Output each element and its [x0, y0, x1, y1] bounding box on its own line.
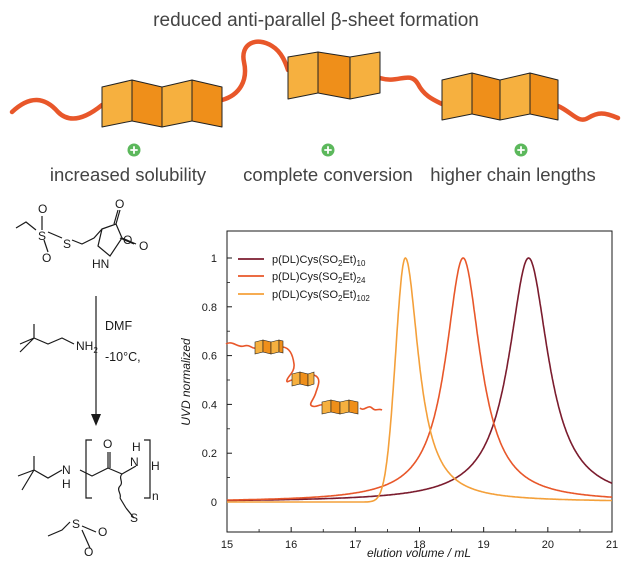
beta-sheet-left — [101, 79, 223, 128]
inset-strand-illustration — [225, 339, 383, 415]
initiator-label: NH2 — [76, 339, 98, 355]
y-tick-label: 0.6 — [202, 351, 217, 363]
x-tick-label: 21 — [606, 539, 618, 551]
product-structure — [17, 439, 151, 549]
polymer-strand — [9, 39, 621, 122]
reaction-arrow — [91, 296, 101, 426]
x-tick-label: 20 — [542, 539, 554, 551]
initiator-structure — [19, 324, 75, 353]
atom-label: N — [62, 463, 71, 477]
series-line — [227, 257, 612, 503]
feature-label-conversion: complete conversion — [243, 164, 413, 185]
sec-chromatogram: 15 16 17 18 19 20 21 0 0.2 0.4 0.6 0.8 1 elution vo… — [179, 230, 618, 560]
legend-entry: p(DL)Cys(SO2Et)24 — [272, 271, 366, 285]
beta-sheet-right — [441, 72, 559, 121]
atom-label: O — [103, 437, 112, 451]
atom-label: S — [63, 237, 71, 251]
atom-label: O — [123, 233, 132, 247]
atom-label: O — [139, 239, 148, 253]
atom-label: O — [42, 251, 51, 265]
monomer-labels: O S O S O O O HN — [38, 197, 148, 271]
temperature-label: -10°C, — [105, 350, 141, 364]
atom-label: H — [151, 459, 160, 473]
repeat-unit-label: n — [152, 489, 159, 503]
amine-subscript: 2 — [93, 346, 98, 355]
feature-label-chain-length: higher chain lengths — [430, 164, 596, 185]
y-tick-label: 0.8 — [202, 302, 217, 314]
product-labels: N H O H N H n S S O O — [62, 437, 160, 559]
plus-circle-icon — [321, 143, 335, 157]
monomer-structure — [15, 209, 137, 257]
atom-label: H — [62, 477, 71, 491]
beta-sheet-middle — [287, 51, 381, 100]
feature-label-solubility: increased solubility — [50, 164, 207, 185]
legend-entry: p(DL)Cys(SO2Et)102 — [272, 289, 370, 303]
atom-label: S — [38, 229, 46, 243]
y-tick-label: 0.2 — [202, 448, 217, 460]
atom-label: H — [132, 440, 141, 454]
atom-label: O — [38, 202, 47, 216]
diagram-title: reduced anti-parallel β-sheet formation — [153, 10, 479, 31]
atom-label: HN — [92, 257, 109, 271]
series-line — [226, 257, 613, 502]
y-tick-label: 1 — [211, 253, 217, 265]
atom-label: S — [130, 511, 138, 525]
series-curves — [226, 257, 613, 503]
solvent-label: DMF — [105, 319, 132, 333]
plus-circle-icon — [514, 143, 528, 157]
plus-circle-icon — [127, 143, 141, 157]
amine-label: NH — [76, 339, 93, 353]
x-tick-label: 17 — [349, 539, 361, 551]
x-axis-ticks: 15 16 17 18 19 20 21 — [221, 527, 618, 551]
series-line — [226, 257, 613, 501]
y-tick-label: 0 — [211, 497, 217, 509]
x-tick-label: 19 — [478, 539, 490, 551]
atom-label: N — [130, 455, 139, 469]
y-axis-label: UVD normalized — [179, 338, 193, 426]
x-tick-label: 15 — [221, 539, 233, 551]
x-tick-label: 16 — [285, 539, 297, 551]
atom-label: O — [84, 545, 93, 559]
y-tick-label: 0.4 — [202, 399, 217, 411]
atom-label: O — [98, 525, 107, 539]
chart-legend: p(DL)Cys(SO2Et)10 p(DL)Cys(SO2Et)24 p(DL)C… — [238, 254, 370, 303]
x-tick-label: 18 — [413, 539, 425, 551]
atom-label: O — [115, 197, 124, 211]
atom-label: S — [72, 517, 80, 531]
x-axis-label: elution volume / mL — [367, 546, 471, 560]
y-axis-ticks: 0 0.2 0.4 0.6 0.8 1 — [202, 253, 232, 509]
legend-entry: p(DL)Cys(SO2Et)10 — [272, 254, 366, 268]
